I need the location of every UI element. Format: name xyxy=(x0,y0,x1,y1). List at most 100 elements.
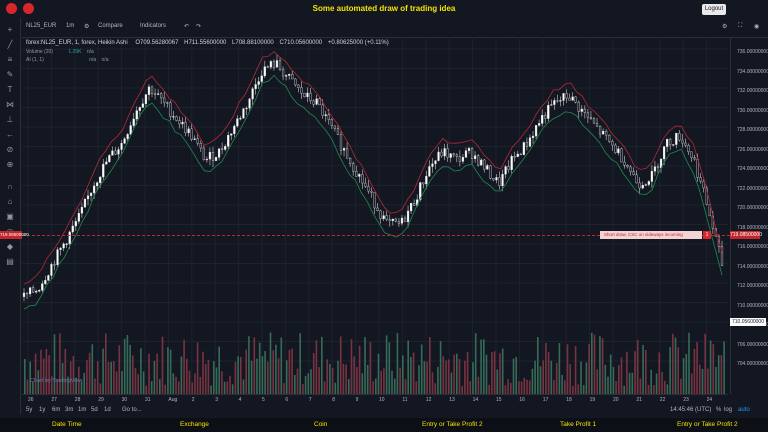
settings-icon[interactable]: ⚙ xyxy=(722,24,728,30)
candle-body xyxy=(239,118,242,120)
lock-icon[interactable]: ▣ xyxy=(6,212,14,221)
price-tick-label: 710.00000000 xyxy=(737,302,768,309)
candle-body xyxy=(687,145,690,153)
footer-column-header[interactable]: Date Time xyxy=(52,421,82,428)
auto-toggle[interactable]: auto xyxy=(738,407,750,413)
indicators-button[interactable]: Indicators xyxy=(140,23,167,29)
volume-bar xyxy=(24,359,26,394)
trendline-icon[interactable]: ╱ xyxy=(7,40,13,49)
candle-body xyxy=(443,148,446,157)
magnet-icon[interactable]: ∩ xyxy=(7,182,13,191)
ruler-icon[interactable]: ⊘ xyxy=(6,145,14,154)
log-toggle[interactable]: log xyxy=(724,407,733,413)
time-tick-label: 4 xyxy=(238,397,242,403)
volume-bar xyxy=(196,342,199,394)
price-tick-label: 716.00000000 xyxy=(737,244,768,250)
range-button-5d[interactable]: 5d xyxy=(91,407,98,413)
ai-label[interactable]: AI (1, 1) xyxy=(26,57,44,63)
volume-bar xyxy=(383,368,385,394)
volume-bar xyxy=(493,351,496,394)
volume-bar xyxy=(591,332,593,394)
price-chart[interactable] xyxy=(22,37,728,394)
screenshot-icon[interactable]: ◉ xyxy=(754,24,760,30)
range-button-3m[interactable]: 3m xyxy=(65,407,74,413)
range-button-1m[interactable]: 1m xyxy=(78,407,87,413)
trash-icon[interactable]: ▤ xyxy=(6,257,14,266)
volume-bar xyxy=(601,338,604,394)
volume-bar xyxy=(674,337,677,394)
fib-icon[interactable]: ≡ xyxy=(7,55,13,64)
utc-time[interactable]: 14:45:46 (UTC) xyxy=(670,407,712,413)
legend-series: forex:NL25_EUR, 1, forex, Heikin Ashi xyxy=(26,40,128,46)
candle-body xyxy=(397,221,401,224)
pattern-icon[interactable]: ⋈ xyxy=(6,100,14,109)
candle-body xyxy=(605,130,608,136)
upper-band-line xyxy=(23,51,723,285)
candle-body xyxy=(172,116,175,118)
lock-draw-icon[interactable]: ⌂ xyxy=(7,197,13,206)
tradingview-watermark[interactable]: Chart by TradingView xyxy=(30,378,83,384)
candle-body xyxy=(242,108,245,119)
volume-bar xyxy=(572,385,574,394)
candle-body xyxy=(611,141,614,146)
zoom-icon[interactable]: ⊕ xyxy=(6,160,14,169)
range-button-5y[interactable]: 5y xyxy=(26,407,33,413)
candle-body xyxy=(330,119,333,127)
volume-bar xyxy=(539,366,542,394)
volume-label[interactable]: Volume (20) xyxy=(26,49,53,55)
candle-body xyxy=(669,138,672,146)
interval-selector[interactable]: 1m xyxy=(66,23,75,29)
candle-body xyxy=(470,148,474,160)
range-button-1y[interactable]: 1y xyxy=(39,407,46,413)
volume-bar xyxy=(350,339,353,394)
redo-icon[interactable]: ↷ xyxy=(196,24,202,30)
undo-icon[interactable]: ↶ xyxy=(184,24,190,30)
volume-bar xyxy=(558,343,561,394)
candle-body xyxy=(309,92,312,102)
time-axis[interactable]: 26 27 28 29 30 31 Aug 2 3 4 5 6 7 8 9 10 11 12 13 14 15 16 17 1… xyxy=(22,394,728,404)
layers-icon[interactable]: ◆ xyxy=(6,242,14,251)
volume-bar xyxy=(299,333,301,394)
prediction-icon[interactable]: ⊥ xyxy=(6,115,14,124)
candle-body xyxy=(230,133,233,136)
volume-bar xyxy=(250,360,253,394)
volume-bar xyxy=(474,333,477,394)
volume-bar xyxy=(677,347,679,394)
volume-bar xyxy=(580,361,582,394)
chart-style-icon[interactable]: ⚙ xyxy=(84,24,90,30)
volume-bar xyxy=(542,360,544,394)
fullscreen-icon[interactable]: ⛶ xyxy=(738,23,743,29)
volume-bar xyxy=(512,358,515,394)
range-button-1d[interactable]: 1d xyxy=(104,407,111,413)
logout-button[interactable]: Logout xyxy=(702,4,726,15)
brush-icon[interactable]: ✎ xyxy=(6,70,14,79)
volume-bar xyxy=(385,335,388,394)
candle-body xyxy=(28,287,32,295)
footer-column-header[interactable]: Entry or Take Profit 2 xyxy=(422,421,483,428)
back-icon[interactable]: ← xyxy=(6,130,14,139)
footer-column-header[interactable]: Entry or Take Profit 2 xyxy=(677,421,738,428)
compare-button[interactable]: Compare xyxy=(98,23,123,29)
price-axis[interactable]: 736.00000000 734.00000000 732.00000000 730.… xyxy=(730,37,768,394)
footer-column-header[interactable]: Coin xyxy=(314,421,328,428)
candle-body xyxy=(214,157,218,161)
volume-bar xyxy=(258,342,261,394)
annotation-button[interactable]: 1 xyxy=(703,231,711,239)
crosshair-icon[interactable]: + xyxy=(7,25,13,34)
candle-body xyxy=(114,150,117,155)
trade-annotation[interactable]: Short draw, CSC on sideways incoming xyxy=(600,231,702,239)
text-icon[interactable]: T xyxy=(7,85,13,94)
candle-body xyxy=(96,182,99,187)
range-button-6m[interactable]: 6m xyxy=(52,407,61,413)
symbol-search[interactable]: NL25_EUR xyxy=(26,23,57,29)
footer-column-header[interactable]: Take Profit 1 xyxy=(560,421,597,428)
legend-high: H711.55600000 xyxy=(184,40,227,46)
volume-bar xyxy=(701,368,704,394)
percent-toggle[interactable]: % xyxy=(716,407,722,413)
volume-bar xyxy=(377,353,380,394)
goto-button[interactable]: Go to... xyxy=(122,407,142,413)
volume-bar xyxy=(618,365,620,394)
horizontal-line[interactable] xyxy=(22,235,730,236)
price-tick-label: 724.00000000 xyxy=(737,166,768,172)
footer-column-header[interactable]: Exchange xyxy=(180,421,209,428)
